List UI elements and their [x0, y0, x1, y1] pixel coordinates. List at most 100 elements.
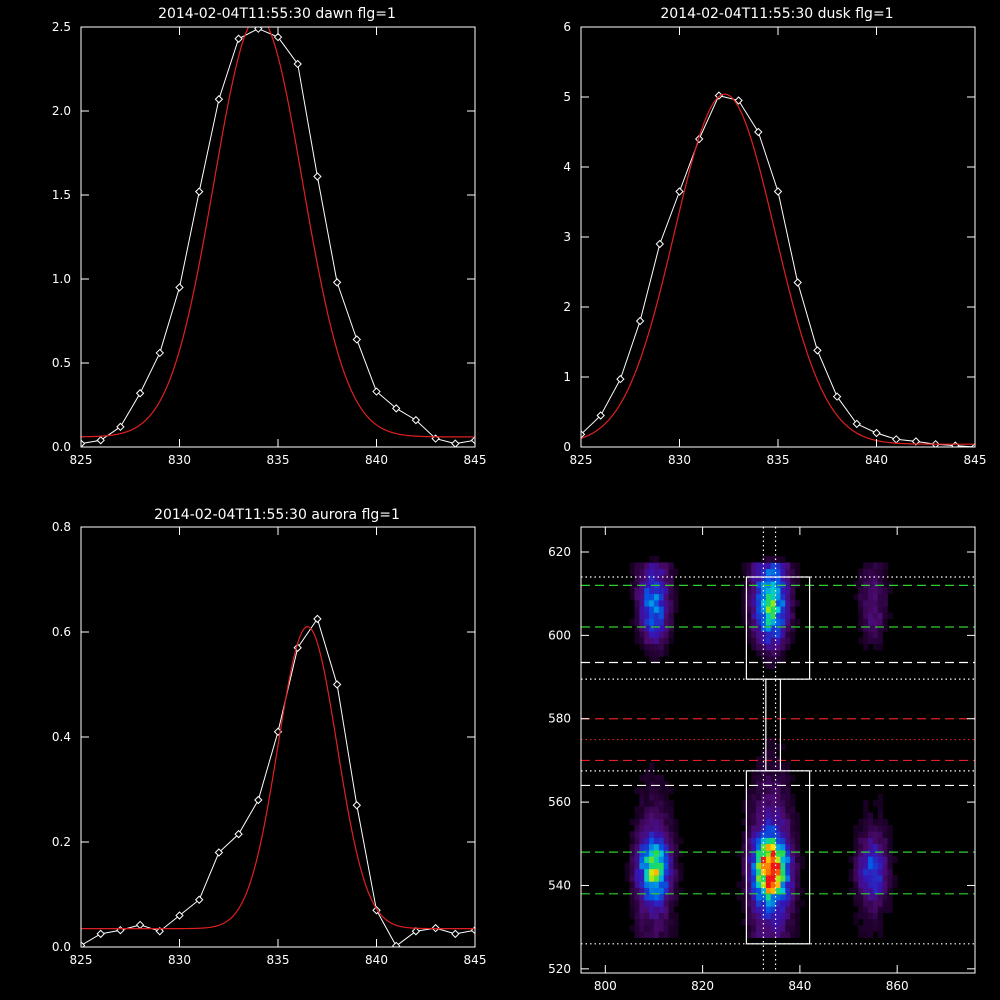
image-pixel: [770, 893, 776, 901]
data-point-aurora-0: [81, 941, 86, 947]
image-pixel: [765, 781, 772, 788]
image-pixel: [780, 887, 786, 895]
image-pixel: [872, 825, 879, 832]
image-pixel: [775, 599, 781, 607]
image-pixel: [775, 900, 781, 907]
image-pixel: [756, 581, 762, 588]
image-pixel: [770, 850, 776, 857]
image-pixel: [770, 656, 776, 663]
image-pixel: [872, 925, 879, 932]
image-pixel: [780, 587, 786, 595]
image-pixel: [746, 562, 752, 570]
image-pixel: [634, 843, 640, 851]
image-pixel: [887, 856, 893, 863]
data-point-aurora-19: [451, 929, 460, 939]
image-pixel: [775, 893, 781, 901]
image-pixel: [785, 637, 791, 645]
image-pixel: [863, 581, 869, 588]
image-pixel: [785, 781, 791, 788]
image-pixel: [770, 750, 776, 757]
image-pixel: [658, 837, 665, 845]
image-pixel: [877, 893, 883, 901]
image-pixel: [629, 581, 635, 588]
image-pixel: [658, 906, 665, 913]
image-pixel: [644, 775, 650, 782]
image-pixel: [765, 900, 772, 907]
image-pixel: [639, 825, 645, 832]
image-pixel: [877, 843, 883, 851]
data-point-dawn-14: [352, 335, 362, 344]
image-pixel: [780, 800, 786, 807]
data-point-aurora-6: [194, 895, 204, 904]
image-pixel: [790, 618, 796, 626]
image-pixel: [790, 574, 796, 582]
data-point-dusk-10: [773, 187, 783, 196]
image-pixel: [746, 881, 752, 888]
y-tick-label-image-0: 520: [548, 962, 571, 976]
image-pixel: [765, 818, 772, 826]
image-pixel: [741, 806, 747, 813]
data-point-dawn-13: [332, 278, 342, 287]
image-pixel: [746, 931, 752, 938]
image-pixel: [751, 900, 757, 907]
image-pixel: [644, 562, 650, 570]
image-pixel: [639, 587, 645, 595]
image-pixel: [765, 612, 772, 620]
data-point-dusk-5: [675, 187, 684, 196]
image-pixel: [760, 775, 767, 782]
y-tick-label-dawn-1: 0.5: [52, 356, 71, 370]
image-pixel: [673, 843, 679, 851]
image-pixel: [882, 856, 888, 863]
image-pixel: [775, 756, 781, 763]
image-pixel: [746, 787, 752, 795]
image-pixel: [629, 618, 635, 626]
image-pixel: [634, 637, 640, 645]
image-pixel: [867, 862, 874, 870]
image-pixel: [770, 574, 776, 582]
image-pixel: [663, 618, 669, 626]
image-pixel: [653, 656, 660, 663]
image-pixel: [756, 756, 762, 763]
image-pixel: [795, 843, 801, 851]
image-pixel: [877, 593, 883, 601]
image-pixel: [756, 587, 762, 595]
image-pixel: [853, 843, 859, 851]
image-pixel: [756, 649, 762, 657]
image-pixel: [770, 624, 776, 632]
image-pixel: [795, 850, 801, 857]
image-pixel: [629, 587, 635, 595]
image-pixel: [668, 887, 674, 895]
image-pixel: [634, 568, 640, 576]
image-pixel: [678, 862, 684, 870]
image-pixel: [751, 581, 757, 588]
image-pixel: [658, 850, 665, 857]
y-tick-label-dusk-3: 3: [563, 230, 571, 244]
image-pixel: [785, 881, 791, 888]
image-pixel: [863, 599, 869, 607]
image-pixel: [882, 906, 888, 913]
image-pixel: [649, 806, 655, 813]
image-pixel: [639, 599, 645, 607]
image-pixel: [639, 624, 645, 632]
image-pixel: [746, 812, 752, 820]
image-pixel: [765, 793, 772, 801]
image-pixel: [741, 599, 747, 607]
image-pixel: [765, 587, 772, 595]
image-pixel: [760, 900, 767, 907]
image-pixel: [765, 881, 772, 888]
image-pixel: [658, 649, 665, 657]
image-pixel: [639, 906, 645, 913]
image-pixel: [867, 599, 874, 607]
image-pixel: [673, 918, 679, 926]
image-pixel: [780, 581, 786, 588]
image-pixel: [775, 812, 781, 820]
y-tick-label-image-5: 620: [548, 545, 571, 559]
image-pixel: [653, 599, 660, 607]
image-pixel: [653, 631, 660, 638]
image-pixel: [765, 631, 772, 638]
image-pixel: [775, 556, 781, 563]
image-pixel: [746, 624, 752, 632]
image-pixel: [863, 887, 869, 895]
x-tick-label-aurora-0: 825: [70, 953, 93, 967]
image-pixel: [668, 850, 674, 857]
